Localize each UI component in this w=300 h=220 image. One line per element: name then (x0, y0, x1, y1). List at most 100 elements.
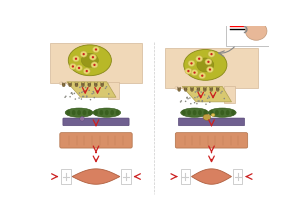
Ellipse shape (93, 92, 94, 94)
Ellipse shape (64, 97, 66, 98)
Ellipse shape (70, 92, 72, 94)
FancyBboxPatch shape (175, 133, 248, 148)
Ellipse shape (197, 100, 199, 102)
Ellipse shape (206, 66, 213, 73)
Ellipse shape (196, 90, 198, 92)
Ellipse shape (105, 110, 109, 115)
FancyBboxPatch shape (178, 118, 244, 126)
Ellipse shape (180, 101, 181, 103)
Ellipse shape (220, 110, 224, 115)
Ellipse shape (212, 86, 215, 90)
Ellipse shape (78, 97, 80, 99)
FancyBboxPatch shape (165, 48, 258, 88)
Ellipse shape (100, 110, 103, 115)
Ellipse shape (71, 92, 73, 94)
Ellipse shape (110, 110, 114, 115)
Ellipse shape (210, 88, 213, 92)
Ellipse shape (116, 110, 119, 115)
Polygon shape (67, 82, 116, 97)
Ellipse shape (106, 86, 107, 88)
Ellipse shape (89, 54, 96, 60)
Ellipse shape (208, 108, 236, 117)
Ellipse shape (209, 68, 211, 71)
Ellipse shape (72, 65, 74, 68)
Ellipse shape (93, 108, 121, 117)
Ellipse shape (210, 110, 213, 115)
Ellipse shape (92, 46, 100, 53)
Ellipse shape (188, 60, 195, 66)
Ellipse shape (202, 101, 203, 102)
Ellipse shape (91, 62, 98, 68)
Ellipse shape (187, 70, 190, 72)
Ellipse shape (90, 99, 91, 100)
Ellipse shape (200, 91, 202, 93)
Ellipse shape (219, 86, 223, 90)
Ellipse shape (198, 95, 200, 97)
Ellipse shape (197, 88, 200, 92)
Ellipse shape (92, 93, 93, 94)
Ellipse shape (194, 97, 196, 99)
Ellipse shape (67, 82, 70, 85)
Ellipse shape (198, 110, 202, 115)
Ellipse shape (81, 86, 82, 87)
Ellipse shape (73, 56, 80, 62)
FancyBboxPatch shape (122, 169, 130, 184)
Ellipse shape (88, 90, 90, 91)
Ellipse shape (213, 95, 215, 96)
Ellipse shape (82, 110, 86, 115)
Ellipse shape (95, 48, 97, 51)
Ellipse shape (209, 101, 211, 103)
Ellipse shape (85, 87, 86, 88)
Ellipse shape (196, 56, 202, 62)
Ellipse shape (196, 96, 198, 98)
Polygon shape (191, 169, 232, 184)
FancyBboxPatch shape (60, 133, 132, 148)
Ellipse shape (96, 82, 100, 85)
Ellipse shape (186, 97, 188, 99)
Ellipse shape (181, 100, 182, 102)
FancyBboxPatch shape (61, 169, 70, 184)
Ellipse shape (92, 91, 94, 92)
Ellipse shape (68, 45, 111, 76)
Ellipse shape (195, 91, 196, 93)
Ellipse shape (191, 70, 198, 76)
FancyBboxPatch shape (181, 169, 190, 184)
Ellipse shape (198, 100, 200, 102)
Ellipse shape (83, 96, 84, 97)
Ellipse shape (190, 86, 194, 90)
Ellipse shape (226, 110, 230, 115)
Ellipse shape (72, 93, 73, 95)
Ellipse shape (198, 58, 200, 60)
Ellipse shape (193, 110, 196, 115)
Ellipse shape (194, 102, 195, 103)
Ellipse shape (184, 50, 227, 80)
Ellipse shape (204, 94, 206, 96)
Ellipse shape (69, 96, 71, 97)
Ellipse shape (59, 82, 63, 85)
Ellipse shape (208, 51, 215, 57)
Ellipse shape (208, 95, 209, 97)
Ellipse shape (189, 97, 190, 99)
Ellipse shape (88, 110, 92, 115)
Ellipse shape (79, 87, 81, 88)
Ellipse shape (92, 56, 94, 58)
Ellipse shape (74, 93, 75, 94)
Ellipse shape (203, 88, 206, 92)
Ellipse shape (98, 90, 99, 92)
Ellipse shape (81, 53, 98, 67)
Ellipse shape (85, 70, 88, 72)
FancyBboxPatch shape (226, 15, 270, 46)
Ellipse shape (81, 92, 82, 93)
Ellipse shape (207, 97, 208, 99)
FancyBboxPatch shape (224, 86, 235, 103)
Ellipse shape (205, 103, 207, 105)
Ellipse shape (88, 83, 91, 87)
Ellipse shape (82, 91, 84, 92)
Ellipse shape (80, 117, 85, 121)
Ellipse shape (80, 51, 87, 57)
Ellipse shape (82, 53, 85, 55)
Ellipse shape (65, 108, 93, 117)
Ellipse shape (86, 95, 88, 97)
Ellipse shape (182, 86, 186, 90)
Ellipse shape (178, 88, 181, 92)
